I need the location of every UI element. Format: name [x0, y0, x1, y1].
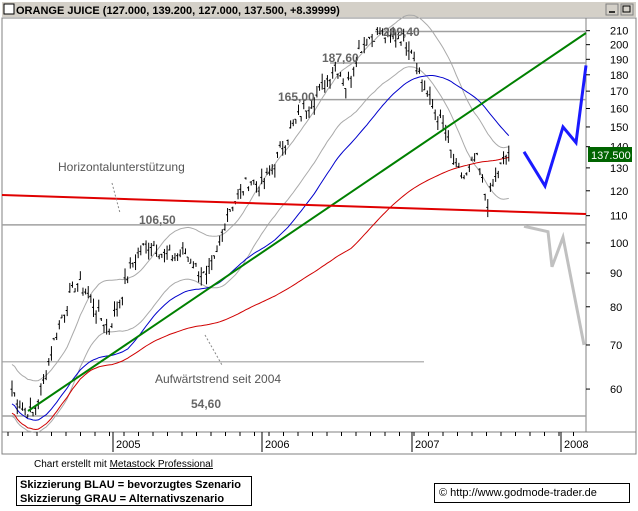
y-tick-label: 120 [610, 186, 628, 198]
window-menu-icon[interactable] [3, 3, 15, 15]
trendlines [1, 32, 587, 412]
last-price-badge [588, 147, 632, 162]
last-price-value: 137.500 [591, 150, 631, 162]
level-label-165: 165,00 [278, 90, 315, 104]
blue-moving-average [11, 75, 510, 421]
copyright-box: © http://www.godmode-trader.de [434, 483, 630, 503]
moving-averages [11, 75, 510, 431]
price-bars [10, 26, 510, 418]
maximize-icon [622, 5, 631, 13]
level-label-209: 209,40 [383, 25, 420, 39]
y-tick-label: 100 [610, 238, 628, 250]
y-tick-label: 210 [610, 26, 628, 38]
x-tick-label: 2008 [564, 439, 588, 451]
chart-svg: ORANGE JUICE (127.000, 139.200, 127.000,… [1, 2, 637, 455]
y-axis-ticks: 2102001901801701601501401301201101009080… [586, 26, 628, 396]
window-title: ORANGE JUICE (127.000, 139.200, 127.000,… [16, 5, 340, 17]
trend-pointer [204, 334, 223, 366]
y-tick-label: 60 [610, 384, 622, 396]
support-annotation: Horizontalunterstützung [58, 160, 185, 174]
y-tick-label: 170 [610, 86, 628, 98]
y-tick-label: 150 [610, 122, 628, 134]
scenario-sketches [522, 65, 588, 346]
title-bar [2, 2, 636, 17]
chart-credit: Chart erstellt mit Metastock Professiona… [34, 459, 213, 470]
scenario-legend: Skizzierung BLAU = bevorzugtes Szenario … [16, 476, 252, 506]
level-label-187: 187,60 [322, 51, 359, 65]
gray-scenario-path [523, 224, 586, 346]
y-tick-label: 70 [610, 340, 622, 352]
x-tick-label: 2007 [415, 439, 439, 451]
credit-link[interactable]: Metastock Professional [109, 459, 213, 470]
y-tick-label: 180 [610, 70, 628, 82]
support-pointer [111, 182, 121, 214]
price-axis [585, 17, 637, 433]
upper-band [11, 14, 509, 382]
chart-window: ORANGE JUICE (127.000, 139.200, 127.000,… [0, 0, 638, 455]
y-tick-label: 160 [610, 103, 628, 115]
x-tick-label: 2005 [116, 439, 140, 451]
y-tick-label: 80 [610, 302, 622, 314]
level-label-106: 106,50 [139, 213, 176, 227]
time-axis [1, 431, 637, 455]
x-axis-ticks: 2005 2006 2007 2008 [7, 432, 588, 452]
copyright-text[interactable]: © http://www.godmode-trader.de [439, 487, 597, 499]
blue-scenario-path [522, 65, 588, 190]
maximize-button[interactable] [620, 3, 634, 16]
red-support-line [1, 194, 587, 215]
trend-annotation: Aufwärtstrend seit 2004 [155, 372, 281, 386]
y-tick-label: 110 [610, 211, 628, 223]
legend-gray: Skizzierung GRAU = Alternativszenario [20, 493, 225, 505]
y-tick-label: 90 [610, 268, 622, 280]
x-tick-label: 2006 [265, 439, 289, 451]
y-tick-label: 190 [610, 54, 628, 66]
y-tick-label: 200 [610, 40, 628, 52]
credit-prefix: Chart erstellt mit [34, 459, 110, 470]
y-tick-label: 130 [610, 163, 628, 175]
level-label-54: 54,60 [191, 397, 221, 411]
green-uptrend-line [27, 32, 587, 412]
red-moving-average [11, 156, 509, 431]
legend-blue: Skizzierung BLAU = bevorzugtes Szenario [20, 479, 241, 491]
minimize-button[interactable] [605, 3, 619, 16]
